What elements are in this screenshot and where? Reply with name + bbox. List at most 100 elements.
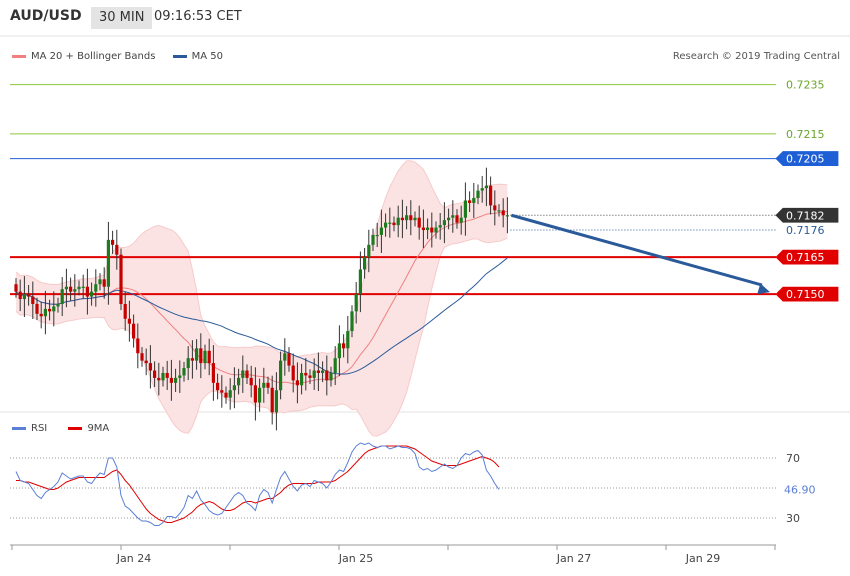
candle-body xyxy=(174,377,178,383)
candle xyxy=(144,348,148,376)
candle-body xyxy=(199,348,203,364)
candle xyxy=(358,251,362,313)
candle-body xyxy=(203,350,207,364)
time-axis: Jan 24 Jan 25 Jan 27 Jan 29 xyxy=(10,544,776,565)
candle xyxy=(501,198,505,228)
candle-body xyxy=(350,311,354,332)
candle xyxy=(132,314,136,348)
price-tag-text: 0.7182 xyxy=(786,209,825,222)
candle-body xyxy=(371,234,375,245)
candle-body xyxy=(77,286,81,290)
candle xyxy=(127,300,131,342)
candle-body xyxy=(358,269,362,295)
candle xyxy=(342,334,346,358)
price-legend: MA 20 + Bollinger Bands MA 50 xyxy=(12,51,237,62)
candle xyxy=(421,209,425,249)
candle xyxy=(321,361,325,383)
rsi-line xyxy=(15,442,500,526)
legend-label-ma50: MA 50 xyxy=(191,51,223,62)
candle xyxy=(90,282,94,306)
candle xyxy=(283,338,287,376)
candle xyxy=(489,176,493,215)
rsi-level-label-70: 70 xyxy=(786,452,800,465)
symbol-label: AUD/USD xyxy=(10,8,82,24)
candle xyxy=(312,358,316,390)
candle xyxy=(186,346,190,381)
candle-body xyxy=(148,363,152,371)
candle xyxy=(182,361,186,382)
candle xyxy=(111,230,115,254)
rsi-level-label-30: 30 xyxy=(786,512,800,525)
candle-body xyxy=(363,257,367,270)
candle xyxy=(232,367,236,409)
candle-body xyxy=(279,360,283,391)
candle xyxy=(31,281,35,319)
candle xyxy=(295,362,299,404)
rsi-panel: 70503046.90 xyxy=(10,442,821,526)
ma50-line xyxy=(15,257,508,375)
legend-label-rsi: RSI xyxy=(31,423,48,434)
candle-body xyxy=(321,370,325,373)
candle-body xyxy=(468,200,472,203)
bollinger-lower xyxy=(15,237,508,437)
candle-body xyxy=(258,387,262,403)
candle xyxy=(220,375,224,408)
candle-body xyxy=(140,353,144,361)
candle-body xyxy=(329,372,333,381)
candle-body xyxy=(232,385,236,391)
legend-item-ma20: MA 20 + Bollinger Bands xyxy=(12,51,155,62)
candle-body xyxy=(400,217,404,221)
candle-body xyxy=(207,350,211,364)
bollinger-upper xyxy=(15,160,508,358)
rsi-ma-line xyxy=(16,445,500,523)
candle xyxy=(384,213,388,237)
price-label-resistance: 0.7205 xyxy=(775,151,839,166)
time-tick-label: Jan 25 xyxy=(338,552,373,565)
price-tag xyxy=(775,249,839,265)
candle xyxy=(396,205,400,238)
candle-body xyxy=(241,370,245,378)
candle xyxy=(85,268,89,315)
candle-body xyxy=(405,215,409,221)
candle-body xyxy=(102,279,106,287)
candle-body xyxy=(438,225,442,228)
candle xyxy=(178,360,182,393)
candle xyxy=(69,277,73,301)
timeframe-selector[interactable]: 30 MIN xyxy=(91,7,153,29)
candle xyxy=(316,352,320,391)
candle xyxy=(60,277,64,317)
candle xyxy=(291,353,295,393)
price-label-target: 0.7215 xyxy=(776,126,838,141)
candle xyxy=(94,269,98,307)
candle xyxy=(405,206,409,230)
candle-body xyxy=(442,220,446,226)
candle-body xyxy=(81,286,85,288)
candle xyxy=(333,346,337,386)
candle xyxy=(379,209,383,253)
candle-body xyxy=(115,244,119,255)
candle xyxy=(367,229,371,273)
candle-body xyxy=(409,215,413,221)
price-label-ma50: 0.7176 xyxy=(776,223,838,238)
candle xyxy=(228,378,232,410)
candle xyxy=(43,290,47,335)
forecast-arrow-head xyxy=(757,283,770,295)
candle xyxy=(195,339,199,370)
candle xyxy=(468,191,472,213)
candle-body xyxy=(245,370,249,378)
rsi-last-value: 46.90 xyxy=(784,484,816,497)
candle-body xyxy=(249,377,253,386)
candle xyxy=(451,200,455,233)
candle xyxy=(39,301,43,329)
candle-body xyxy=(127,318,131,324)
candle xyxy=(497,204,501,217)
candle-body xyxy=(354,294,358,312)
candle xyxy=(52,291,56,327)
candle xyxy=(434,221,438,239)
candle xyxy=(476,184,480,205)
price-tag xyxy=(775,207,839,223)
candle xyxy=(350,305,354,338)
candle-body xyxy=(186,358,190,369)
forecast-arrow-layer xyxy=(510,213,770,295)
candle-body xyxy=(308,375,312,378)
